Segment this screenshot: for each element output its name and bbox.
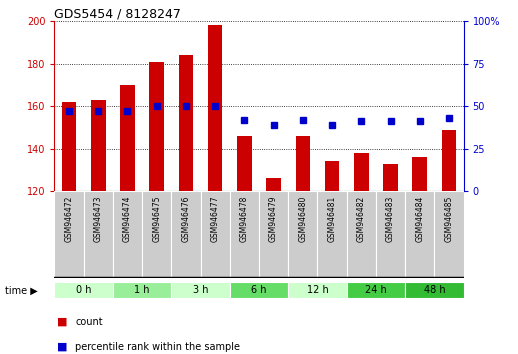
Bar — [230, 191, 259, 278]
Text: time ▶: time ▶ — [5, 285, 38, 295]
Bar — [179, 55, 193, 191]
Text: GSM946481: GSM946481 — [327, 195, 337, 242]
Text: GSM946473: GSM946473 — [94, 195, 103, 242]
Bar — [288, 282, 347, 298]
Text: count: count — [75, 317, 103, 327]
Bar — [230, 282, 288, 298]
Bar — [383, 164, 398, 191]
Bar — [354, 153, 369, 191]
Text: GSM946482: GSM946482 — [357, 195, 366, 242]
Bar — [376, 191, 405, 278]
Bar — [288, 191, 318, 278]
Bar — [237, 136, 252, 191]
Text: GDS5454 / 8128247: GDS5454 / 8128247 — [54, 7, 181, 20]
Text: 24 h: 24 h — [365, 285, 387, 295]
Text: 48 h: 48 h — [424, 285, 445, 295]
Bar — [113, 191, 142, 278]
Text: 3 h: 3 h — [193, 285, 208, 295]
Bar — [259, 191, 288, 278]
Bar — [405, 191, 435, 278]
Text: GSM946474: GSM946474 — [123, 195, 132, 242]
Bar — [208, 25, 222, 191]
Bar — [171, 191, 200, 278]
Bar — [325, 161, 339, 191]
Text: GSM946484: GSM946484 — [415, 195, 424, 242]
Bar — [91, 100, 106, 191]
Text: 0 h: 0 h — [76, 285, 91, 295]
Bar — [62, 102, 76, 191]
Text: GSM946475: GSM946475 — [152, 195, 161, 242]
Text: GSM946478: GSM946478 — [240, 195, 249, 242]
Bar — [83, 191, 113, 278]
Bar — [266, 178, 281, 191]
Text: GSM946476: GSM946476 — [181, 195, 191, 242]
Bar — [142, 191, 171, 278]
Bar — [405, 282, 464, 298]
Text: GSM946483: GSM946483 — [386, 195, 395, 242]
Text: 6 h: 6 h — [251, 285, 267, 295]
Bar — [120, 85, 135, 191]
Bar — [347, 191, 376, 278]
Text: percentile rank within the sample: percentile rank within the sample — [75, 342, 240, 352]
Text: GSM946472: GSM946472 — [65, 195, 74, 242]
Bar — [149, 62, 164, 191]
Text: GSM946485: GSM946485 — [444, 195, 453, 242]
Bar — [442, 130, 456, 191]
Bar — [200, 191, 230, 278]
Bar — [318, 191, 347, 278]
Bar — [113, 282, 171, 298]
Bar — [54, 282, 113, 298]
Bar — [347, 282, 405, 298]
Text: 1 h: 1 h — [134, 285, 150, 295]
Text: GSM946477: GSM946477 — [211, 195, 220, 242]
Text: ■: ■ — [57, 317, 67, 327]
Bar — [435, 191, 464, 278]
Bar — [171, 282, 230, 298]
Text: ■: ■ — [57, 342, 67, 352]
Bar — [296, 136, 310, 191]
Text: GSM946480: GSM946480 — [298, 195, 307, 242]
Bar — [54, 191, 83, 278]
Text: GSM946479: GSM946479 — [269, 195, 278, 242]
Bar — [412, 157, 427, 191]
Text: 12 h: 12 h — [307, 285, 328, 295]
